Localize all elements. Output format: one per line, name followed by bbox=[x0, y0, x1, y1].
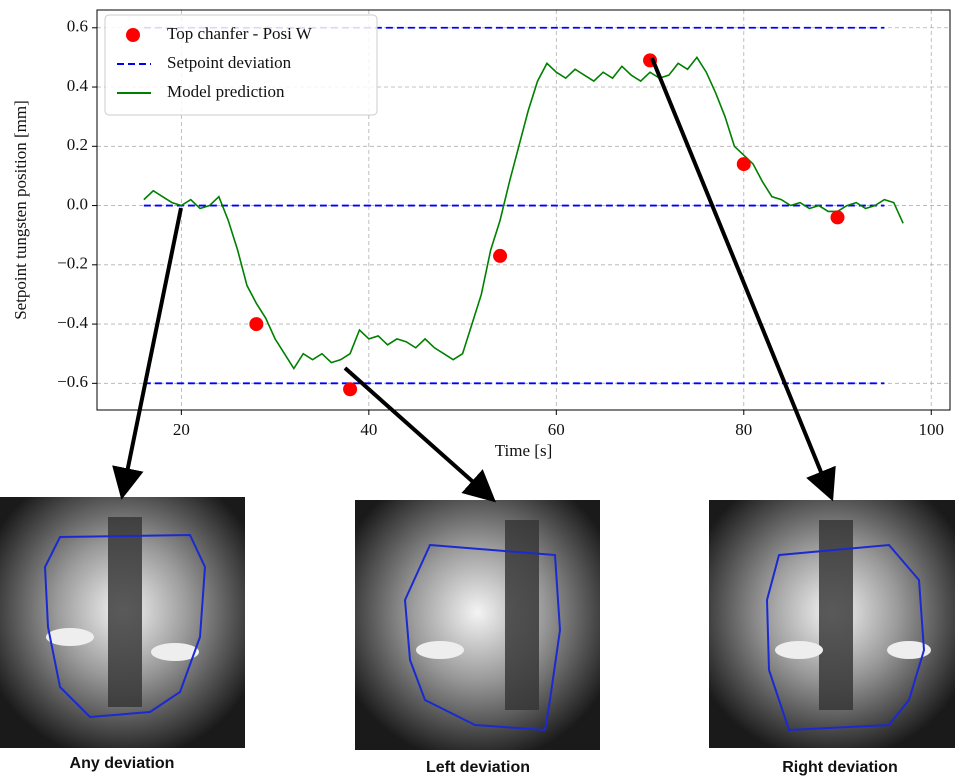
x-axis-label: Time [s] bbox=[495, 441, 552, 460]
photo bbox=[355, 500, 600, 750]
scatter-point bbox=[249, 317, 264, 332]
photos: Any deviation Left deviation Right devia… bbox=[0, 57, 955, 776]
scatter-point bbox=[830, 210, 845, 225]
photo bbox=[709, 500, 955, 748]
series-line bbox=[143, 56, 904, 371]
scatter-point bbox=[736, 157, 751, 172]
x-tick-label: 20 bbox=[173, 420, 190, 439]
caption: Right deviation bbox=[782, 759, 898, 776]
caption: Any deviation bbox=[70, 755, 175, 772]
y-tick-label: 0.2 bbox=[67, 135, 88, 154]
y-axis-label: Setpoint tungsten position [mm] bbox=[11, 100, 30, 320]
legend-label: Setpoint deviation bbox=[167, 53, 292, 72]
scatter-point bbox=[343, 382, 358, 397]
y-tick-label: −0.6 bbox=[57, 372, 88, 391]
scatter-point bbox=[493, 248, 508, 263]
x-tick-label: 40 bbox=[360, 420, 377, 439]
plot-area: −0.6 −0.4 −0.2 0.0 0.2 0.4 0.6 20 40 60 80 100 Time … bbox=[11, 9, 951, 460]
legend-label: Top chanfer - Posi W bbox=[167, 24, 313, 43]
arrow bbox=[112, 207, 183, 500]
x-tick-label: 80 bbox=[735, 420, 752, 439]
caption: Left deviation bbox=[426, 759, 530, 776]
x-tick-label: 100 bbox=[919, 420, 945, 439]
legend-label: Model prediction bbox=[167, 82, 285, 101]
axes-frame bbox=[96, 9, 951, 411]
arrow bbox=[650, 57, 836, 502]
arrow bbox=[343, 366, 496, 503]
photo bbox=[0, 497, 245, 748]
y-tick-label: 0.4 bbox=[67, 76, 89, 95]
y-tick-label: 0.6 bbox=[67, 17, 88, 36]
legend-marker bbox=[126, 28, 140, 42]
x-tick-label: 60 bbox=[548, 420, 565, 439]
legend-box bbox=[104, 14, 378, 116]
y-tick-label: −0.4 bbox=[57, 313, 88, 332]
y-tick-label: −0.2 bbox=[57, 254, 88, 273]
y-tick-label: 0.0 bbox=[67, 194, 88, 213]
